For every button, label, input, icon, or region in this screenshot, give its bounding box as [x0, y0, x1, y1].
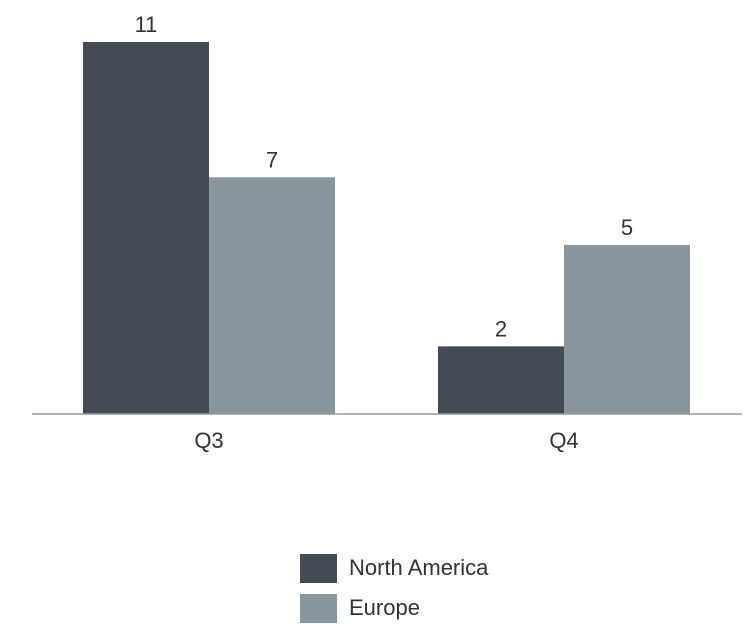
bar-north-america-q4 — [438, 346, 564, 414]
data-labels-layer: 11 7 2 5 — [135, 12, 634, 341]
x-tick-label-q4: Q4 — [549, 428, 578, 453]
data-label-north-america-q3: 11 — [135, 12, 158, 37]
bar-europe-q4 — [564, 244, 690, 414]
data-label-europe-q3: 7 — [266, 147, 278, 172]
legend: North America Europe — [300, 548, 600, 628]
data-label-north-america-q4: 2 — [495, 316, 507, 341]
legend-label-europe: Europe — [349, 595, 420, 620]
legend-item-north-america: North America — [300, 548, 600, 588]
x-tick-labels-layer: Q3 Q4 — [194, 428, 578, 453]
legend-item-europe: Europe — [300, 588, 600, 628]
data-label-europe-q4: 5 — [621, 215, 633, 240]
legend-swatch-europe — [300, 593, 337, 623]
legend-swatch-north-america — [300, 553, 337, 583]
legend-label-north-america: North America — [349, 555, 489, 580]
bars-layer — [83, 42, 690, 414]
x-tick-label-q3: Q3 — [194, 428, 223, 453]
bar-europe-q3 — [209, 177, 335, 414]
chart-plot: 11 7 2 5 Q3 Q4 — [32, 12, 742, 453]
bar-north-america-q3 — [83, 42, 209, 414]
